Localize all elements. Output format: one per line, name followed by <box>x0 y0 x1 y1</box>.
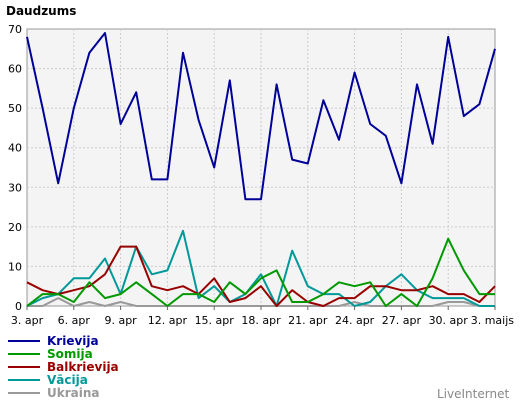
legend-label: Balkrievija <box>47 360 119 374</box>
gridlines <box>27 29 495 306</box>
y-tick-label: 20 <box>8 221 22 234</box>
x-tick-label: 3. maijs <box>471 314 515 327</box>
x-tick-label: 30. apr <box>429 314 469 327</box>
brand-label: LiveInternet <box>437 387 509 401</box>
y-tick-label: 10 <box>8 260 22 273</box>
series-line-balkrievija <box>26 245 496 307</box>
legend-label: Somija <box>47 347 93 361</box>
x-tick-label: 24. apr <box>335 314 375 327</box>
chart-title: Daudzums <box>6 4 76 18</box>
series-lines <box>26 32 496 307</box>
x-tick-label: 12. apr <box>148 314 188 327</box>
y-tick-label: 0 <box>15 300 22 313</box>
legend-label: Vācija <box>47 373 88 387</box>
y-tick-label: 70 <box>8 23 22 36</box>
y-tick-label: 50 <box>8 102 22 115</box>
x-tick-label: 15. apr <box>195 314 235 327</box>
axes: 0 10 20 30 40 50 60 70 3. apr 6. apr 9. apr 12. apr… <box>8 23 514 327</box>
x-tick-label: 18. apr <box>241 314 281 327</box>
x-tick-label: 21. apr <box>288 314 328 327</box>
y-tick-label: 30 <box>8 181 22 194</box>
legend-label: Ukraina <box>47 386 100 400</box>
series-line-somija <box>26 237 495 307</box>
x-tick-label: 9. apr <box>104 314 137 327</box>
y-tick-label: 40 <box>8 142 22 155</box>
y-tick-label: 60 <box>8 63 22 76</box>
x-tick-label: 6. apr <box>58 314 91 327</box>
series-line-krievija <box>26 32 496 201</box>
x-tick-label: 27. apr <box>382 314 422 327</box>
legend-label: Krievija <box>47 334 99 348</box>
x-tick-label: 3. apr <box>11 314 44 327</box>
